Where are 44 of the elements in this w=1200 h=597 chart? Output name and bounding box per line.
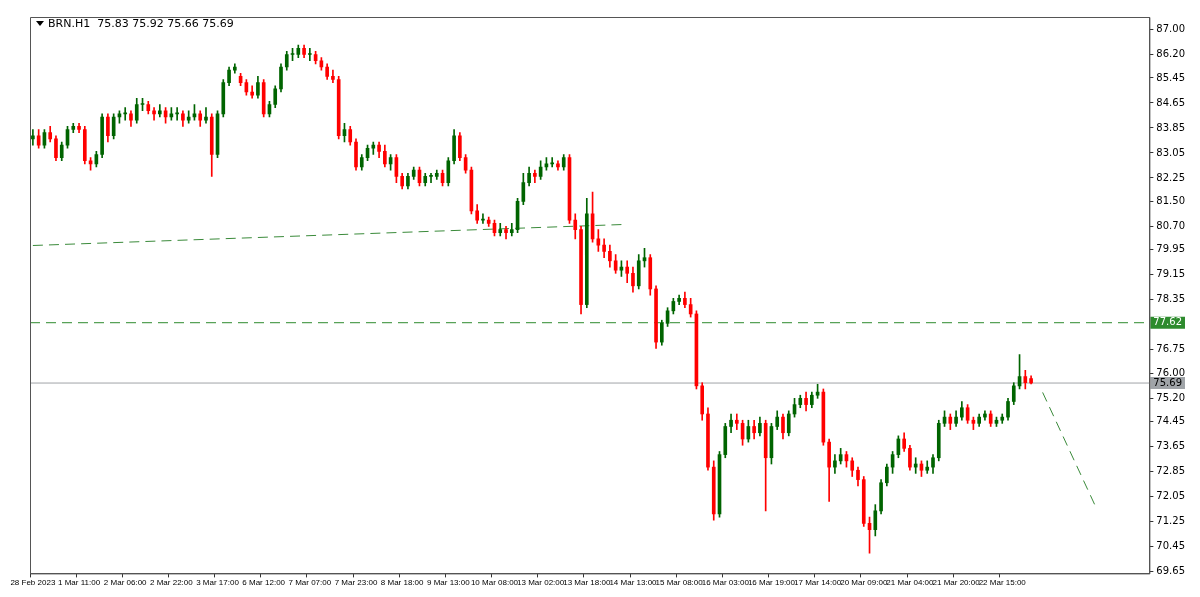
y-tick-label: 75.20 bbox=[1156, 391, 1186, 403]
ref-line-label: 75.69 bbox=[1153, 376, 1183, 388]
y-tick-label: 70.45 bbox=[1156, 540, 1186, 552]
x-tick-label: 6 Mar 12:00 bbox=[242, 578, 286, 588]
y-tick-label: 76.75 bbox=[1156, 343, 1186, 355]
y-tick-label: 86.20 bbox=[1156, 48, 1186, 60]
y-tick-label: 74.45 bbox=[1156, 415, 1186, 427]
y-tick-label: 71.25 bbox=[1156, 515, 1186, 527]
x-tick-label: 2 Mar 06:00 bbox=[103, 578, 148, 588]
x-tick-label: 7 Mar 23:00 bbox=[334, 578, 378, 588]
y-tick-label: 87.00 bbox=[1156, 23, 1186, 35]
x-tick-label: 1 Mar 11:00 bbox=[57, 578, 101, 588]
x-tick-label: 9 Mar 13:00 bbox=[426, 578, 471, 588]
x-tick-label: 17 Mar 14:00 bbox=[794, 578, 842, 588]
x-tick-label: 15 Mar 08:00 bbox=[655, 578, 704, 588]
y-tick-label: 80.70 bbox=[1156, 220, 1186, 232]
y-tick-label: 73.65 bbox=[1156, 440, 1186, 452]
x-tick-label: 7 Mar 07:00 bbox=[288, 578, 332, 588]
chart-title: BRN.H1 75.83 75.92 75.66 75.69 bbox=[48, 17, 234, 30]
x-tick-label: 13 Mar 18:00 bbox=[563, 578, 611, 588]
y-tick-label: 85.45 bbox=[1156, 71, 1186, 83]
x-tick-label: 8 Mar 18:00 bbox=[380, 578, 425, 588]
y-tick-label: 83.85 bbox=[1156, 121, 1186, 133]
y-tick-label: 72.05 bbox=[1156, 490, 1186, 502]
y-tick-label: 81.50 bbox=[1156, 195, 1186, 207]
ref-line-label: 77.62 bbox=[1153, 316, 1183, 328]
y-tick-label: 83.05 bbox=[1156, 146, 1186, 158]
x-tick-label: 28 Feb 2023 bbox=[10, 578, 56, 588]
y-tick-label: 78.35 bbox=[1156, 293, 1186, 305]
y-tick-label: 76.00 bbox=[1156, 366, 1186, 378]
x-tick-label: 13 Mar 02:00 bbox=[517, 578, 565, 588]
y-tick-label: 69.65 bbox=[1156, 565, 1186, 577]
candlestick bbox=[429, 172, 433, 183]
candlestick bbox=[481, 213, 485, 224]
x-tick-label: 20 Mar 09:00 bbox=[840, 578, 888, 588]
candlestick bbox=[308, 47, 312, 62]
x-tick-label: 2 Mar 22:00 bbox=[150, 578, 194, 588]
y-tick-label: 72.85 bbox=[1156, 465, 1186, 477]
y-tick-label: 79.15 bbox=[1156, 268, 1186, 280]
x-tick-label: 10 Mar 08:00 bbox=[470, 578, 519, 588]
y-tick-label: 79.95 bbox=[1156, 243, 1186, 255]
x-tick-label: 3 Mar 17:00 bbox=[196, 578, 240, 588]
y-tick-label: 82.25 bbox=[1156, 171, 1186, 183]
y-tick-label: 84.65 bbox=[1156, 96, 1186, 108]
